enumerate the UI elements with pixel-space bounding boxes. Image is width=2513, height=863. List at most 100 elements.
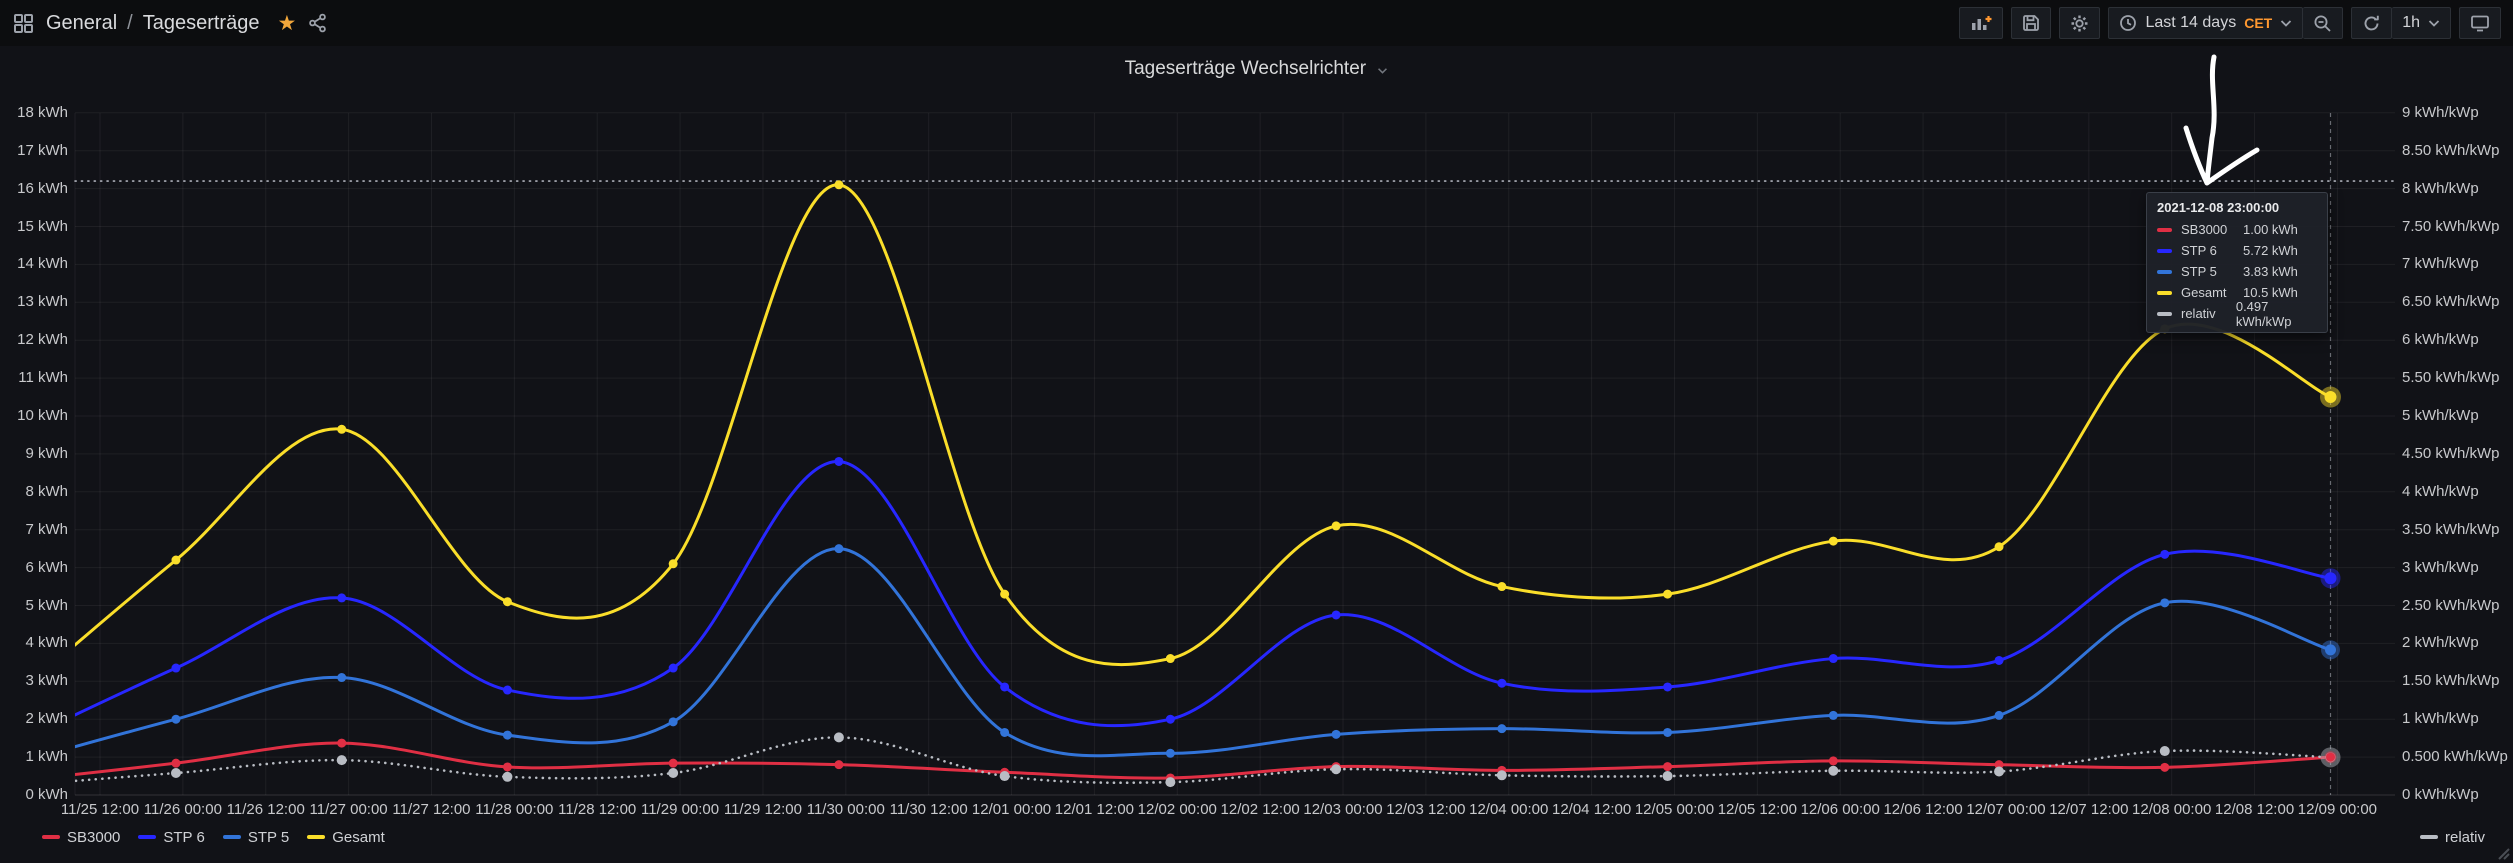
dashboard-settings-button[interactable] xyxy=(2059,7,2101,39)
legend-item-Gesamt[interactable]: Gesamt xyxy=(307,829,385,846)
y-axis-left-label: 4 kWh xyxy=(25,634,68,652)
apps-grid-icon[interactable] xyxy=(12,12,34,34)
series-line-Gesamt xyxy=(75,183,2332,667)
series-point xyxy=(337,424,347,434)
series-line-STP 6 xyxy=(75,459,2331,728)
x-axis-label: 12/03 00:00 xyxy=(1303,801,1383,818)
legend-item-SB3000[interactable]: SB3000 xyxy=(42,829,120,846)
x-axis-label: 12/08 00:00 xyxy=(2132,801,2212,818)
legend-label: STP 6 xyxy=(163,828,205,846)
series-line-relativ xyxy=(75,736,2332,785)
refresh-button[interactable] xyxy=(2351,7,2393,39)
legend-label: STP 5 xyxy=(247,828,290,846)
y-axis-left-label: 7 kWh xyxy=(25,520,68,538)
save-dashboard-button[interactable] xyxy=(2011,7,2052,39)
series-point xyxy=(668,663,678,673)
gear-icon xyxy=(2071,15,2088,31)
series-point xyxy=(1994,655,2004,665)
tooltip-series-value: 1.00 kWh xyxy=(2243,222,2298,237)
favorite-star-icon[interactable]: ★ xyxy=(277,11,297,35)
y-axis-left-label: 1 kWh xyxy=(25,748,68,766)
series-point xyxy=(171,555,181,565)
breadcrumb: General / Tageserträge xyxy=(46,12,259,35)
kiosk-mode-button[interactable] xyxy=(2459,7,2501,39)
monitor-icon xyxy=(2471,15,2489,32)
y-axis-right-label: 4 kWh/kWp xyxy=(2402,482,2479,500)
y-axis-right-label: 6.50 kWh/kWp xyxy=(2402,293,2500,311)
time-range-picker[interactable]: Last 14 days CET xyxy=(2108,7,2304,39)
y-axis-right-label: 4.50 kWh/kWp xyxy=(2402,444,2500,462)
series-point xyxy=(1828,765,1839,776)
legend-item-relativ[interactable]: relativ xyxy=(2419,828,2485,846)
tooltip-series-name: relativ xyxy=(2181,306,2216,321)
series-point xyxy=(2160,549,2170,559)
y-axis-right-label: 3 kWh/kWp xyxy=(2402,558,2479,576)
tooltip-series-swatch xyxy=(2157,290,2172,295)
zoom-out-button[interactable] xyxy=(2303,7,2344,39)
refresh-icon xyxy=(2364,15,2379,30)
series-point xyxy=(337,673,347,683)
y-axis-left-label: 2 kWh xyxy=(25,710,68,728)
hover-point xyxy=(2326,752,2336,762)
series-point xyxy=(1994,766,2005,777)
series-point xyxy=(337,738,347,748)
hover-point xyxy=(2324,572,2337,585)
series-point xyxy=(1165,748,1175,758)
x-axis-label: 11/30 00:00 xyxy=(806,801,885,818)
legend-marker xyxy=(307,835,326,839)
y-axis-left-label: 13 kWh xyxy=(17,293,68,311)
breadcrumb-folder[interactable]: General xyxy=(46,11,118,34)
series-point xyxy=(502,762,512,772)
legend-right: relativ xyxy=(2419,824,2485,850)
y-axis-left-label: 17 kWh xyxy=(17,141,68,159)
series-point xyxy=(1828,536,1838,546)
breadcrumb-dashboard[interactable]: Tageserträge xyxy=(142,11,260,34)
series-point xyxy=(1000,727,1010,737)
x-axis-label: 11/26 00:00 xyxy=(143,801,222,818)
save-icon xyxy=(2023,15,2040,31)
legend-marker xyxy=(138,835,157,839)
series-point xyxy=(502,597,512,607)
time-range-label: Last 14 days xyxy=(2145,14,2237,31)
tooltip-series-name: STP 6 xyxy=(2181,243,2217,258)
y-axis-right-label: 8 kWh/kWp xyxy=(2402,179,2479,197)
x-axis-label: 11/28 00:00 xyxy=(475,801,554,818)
x-axis-label: 11/30 12:00 xyxy=(889,801,968,818)
series-point xyxy=(1165,654,1175,664)
y-axis-right-label: 7.50 kWh/kWp xyxy=(2402,217,2500,235)
y-axis-left-label: 10 kWh xyxy=(17,407,68,424)
x-axis-label: 11/27 12:00 xyxy=(392,801,471,818)
series-point xyxy=(668,768,679,779)
legend-item-STP 6[interactable]: STP 6 xyxy=(138,828,205,846)
series-point xyxy=(1331,729,1341,739)
refresh-interval-picker[interactable]: 1h xyxy=(2392,7,2451,39)
refresh-interval-label: 1h xyxy=(2402,14,2420,31)
legend-marker xyxy=(42,835,60,839)
y-axis-left-label: 12 kWh xyxy=(17,331,68,349)
tooltip-row: STP 6 5.72 kWh xyxy=(2157,240,2317,261)
series-point xyxy=(502,771,513,782)
legend-label: relativ xyxy=(2444,828,2485,846)
x-axis-label: 12/09 00:00 xyxy=(2297,801,2378,818)
x-axis-label: 12/06 00:00 xyxy=(1800,801,1880,818)
series-point xyxy=(1000,589,1010,599)
legend-item-STP 5[interactable]: STP 5 xyxy=(222,828,290,846)
breadcrumb-separator: / xyxy=(127,11,133,34)
series-point xyxy=(1000,682,1010,692)
tooltip-row: Gesamt 10.5 kWh xyxy=(2157,282,2317,303)
add-panel-button[interactable] xyxy=(1959,7,2004,39)
series-point xyxy=(668,559,678,569)
x-axis-label: 12/01 00:00 xyxy=(971,801,1052,818)
series-point xyxy=(1497,678,1507,688)
series-point xyxy=(999,771,1010,782)
y-axis-left-label: 9 kWh xyxy=(25,444,68,462)
y-axis-left-label: 16 kWh xyxy=(17,179,68,197)
x-axis-label: 12/08 12:00 xyxy=(2214,801,2295,818)
series-point xyxy=(1994,710,2004,720)
share-icon[interactable] xyxy=(308,13,328,33)
series-point xyxy=(834,544,844,554)
panel-title[interactable]: Tageserträge Wechselrichter xyxy=(0,58,2513,80)
y-axis-left-label: 5 kWh xyxy=(25,596,68,614)
